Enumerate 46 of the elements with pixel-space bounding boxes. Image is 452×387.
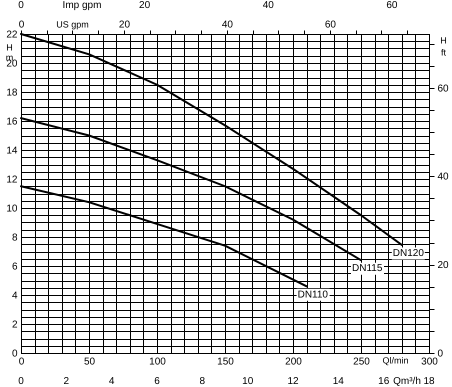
text: 16	[378, 376, 390, 387]
y-tick-label: 8	[12, 232, 18, 244]
x-tick-label: 250	[353, 356, 370, 368]
x-tick-label: 300	[421, 356, 438, 368]
series-label: DN115	[352, 263, 383, 274]
x2-tick-label: 0	[18, 20, 25, 30]
text: 4	[108, 376, 115, 387]
text: 2	[64, 376, 70, 387]
x2-axis-title: US gpm	[56, 20, 89, 30]
y2-tick-label: 0	[438, 348, 444, 360]
y-tick-label: 22	[6, 30, 18, 40]
y2-tick-label: 40	[438, 172, 450, 183]
y-tick-label: 12	[6, 174, 18, 186]
text: 60	[386, 0, 398, 11]
y2-tick-label: 20	[438, 260, 450, 272]
text: 40	[262, 0, 274, 11]
x-tick-label: 150	[217, 356, 234, 368]
text: 10	[242, 376, 254, 387]
y-tick-label: 2	[12, 320, 18, 330]
y-tick-label: 16	[6, 116, 18, 128]
text: 18	[423, 376, 435, 387]
text: Qm³/h	[393, 376, 421, 387]
series-label: DN120	[392, 248, 424, 259]
x-axis-title: Ql/min	[382, 356, 409, 366]
x-tick-label: 200	[285, 356, 302, 368]
y2-axis-title: H ft	[440, 36, 447, 58]
text: Imp gpm	[62, 0, 102, 11]
text: 20	[139, 0, 151, 11]
y-tick-label: 14	[6, 146, 18, 156]
y-tick-label: 10	[6, 204, 18, 214]
text: 12	[287, 376, 299, 387]
y-tick-label: 4	[12, 290, 18, 302]
text: 14	[332, 376, 344, 387]
x-tick-label: 0	[18, 356, 25, 368]
text: 8	[200, 376, 206, 387]
x2-tick-label: 60	[324, 20, 336, 30]
series-label: DN110	[298, 289, 328, 300]
y2-tick-label: 60	[438, 83, 450, 94]
y-tick-label: 6	[12, 262, 18, 272]
x2-tick-label: 20	[118, 20, 130, 30]
x-tick-label: 50	[84, 356, 96, 368]
x-tick-label: 100	[149, 356, 166, 368]
y-tick-label: 18	[6, 88, 18, 98]
x2-tick-label: 40	[222, 20, 234, 30]
y-tick-label: 0	[12, 348, 18, 360]
text: 6	[154, 376, 160, 387]
